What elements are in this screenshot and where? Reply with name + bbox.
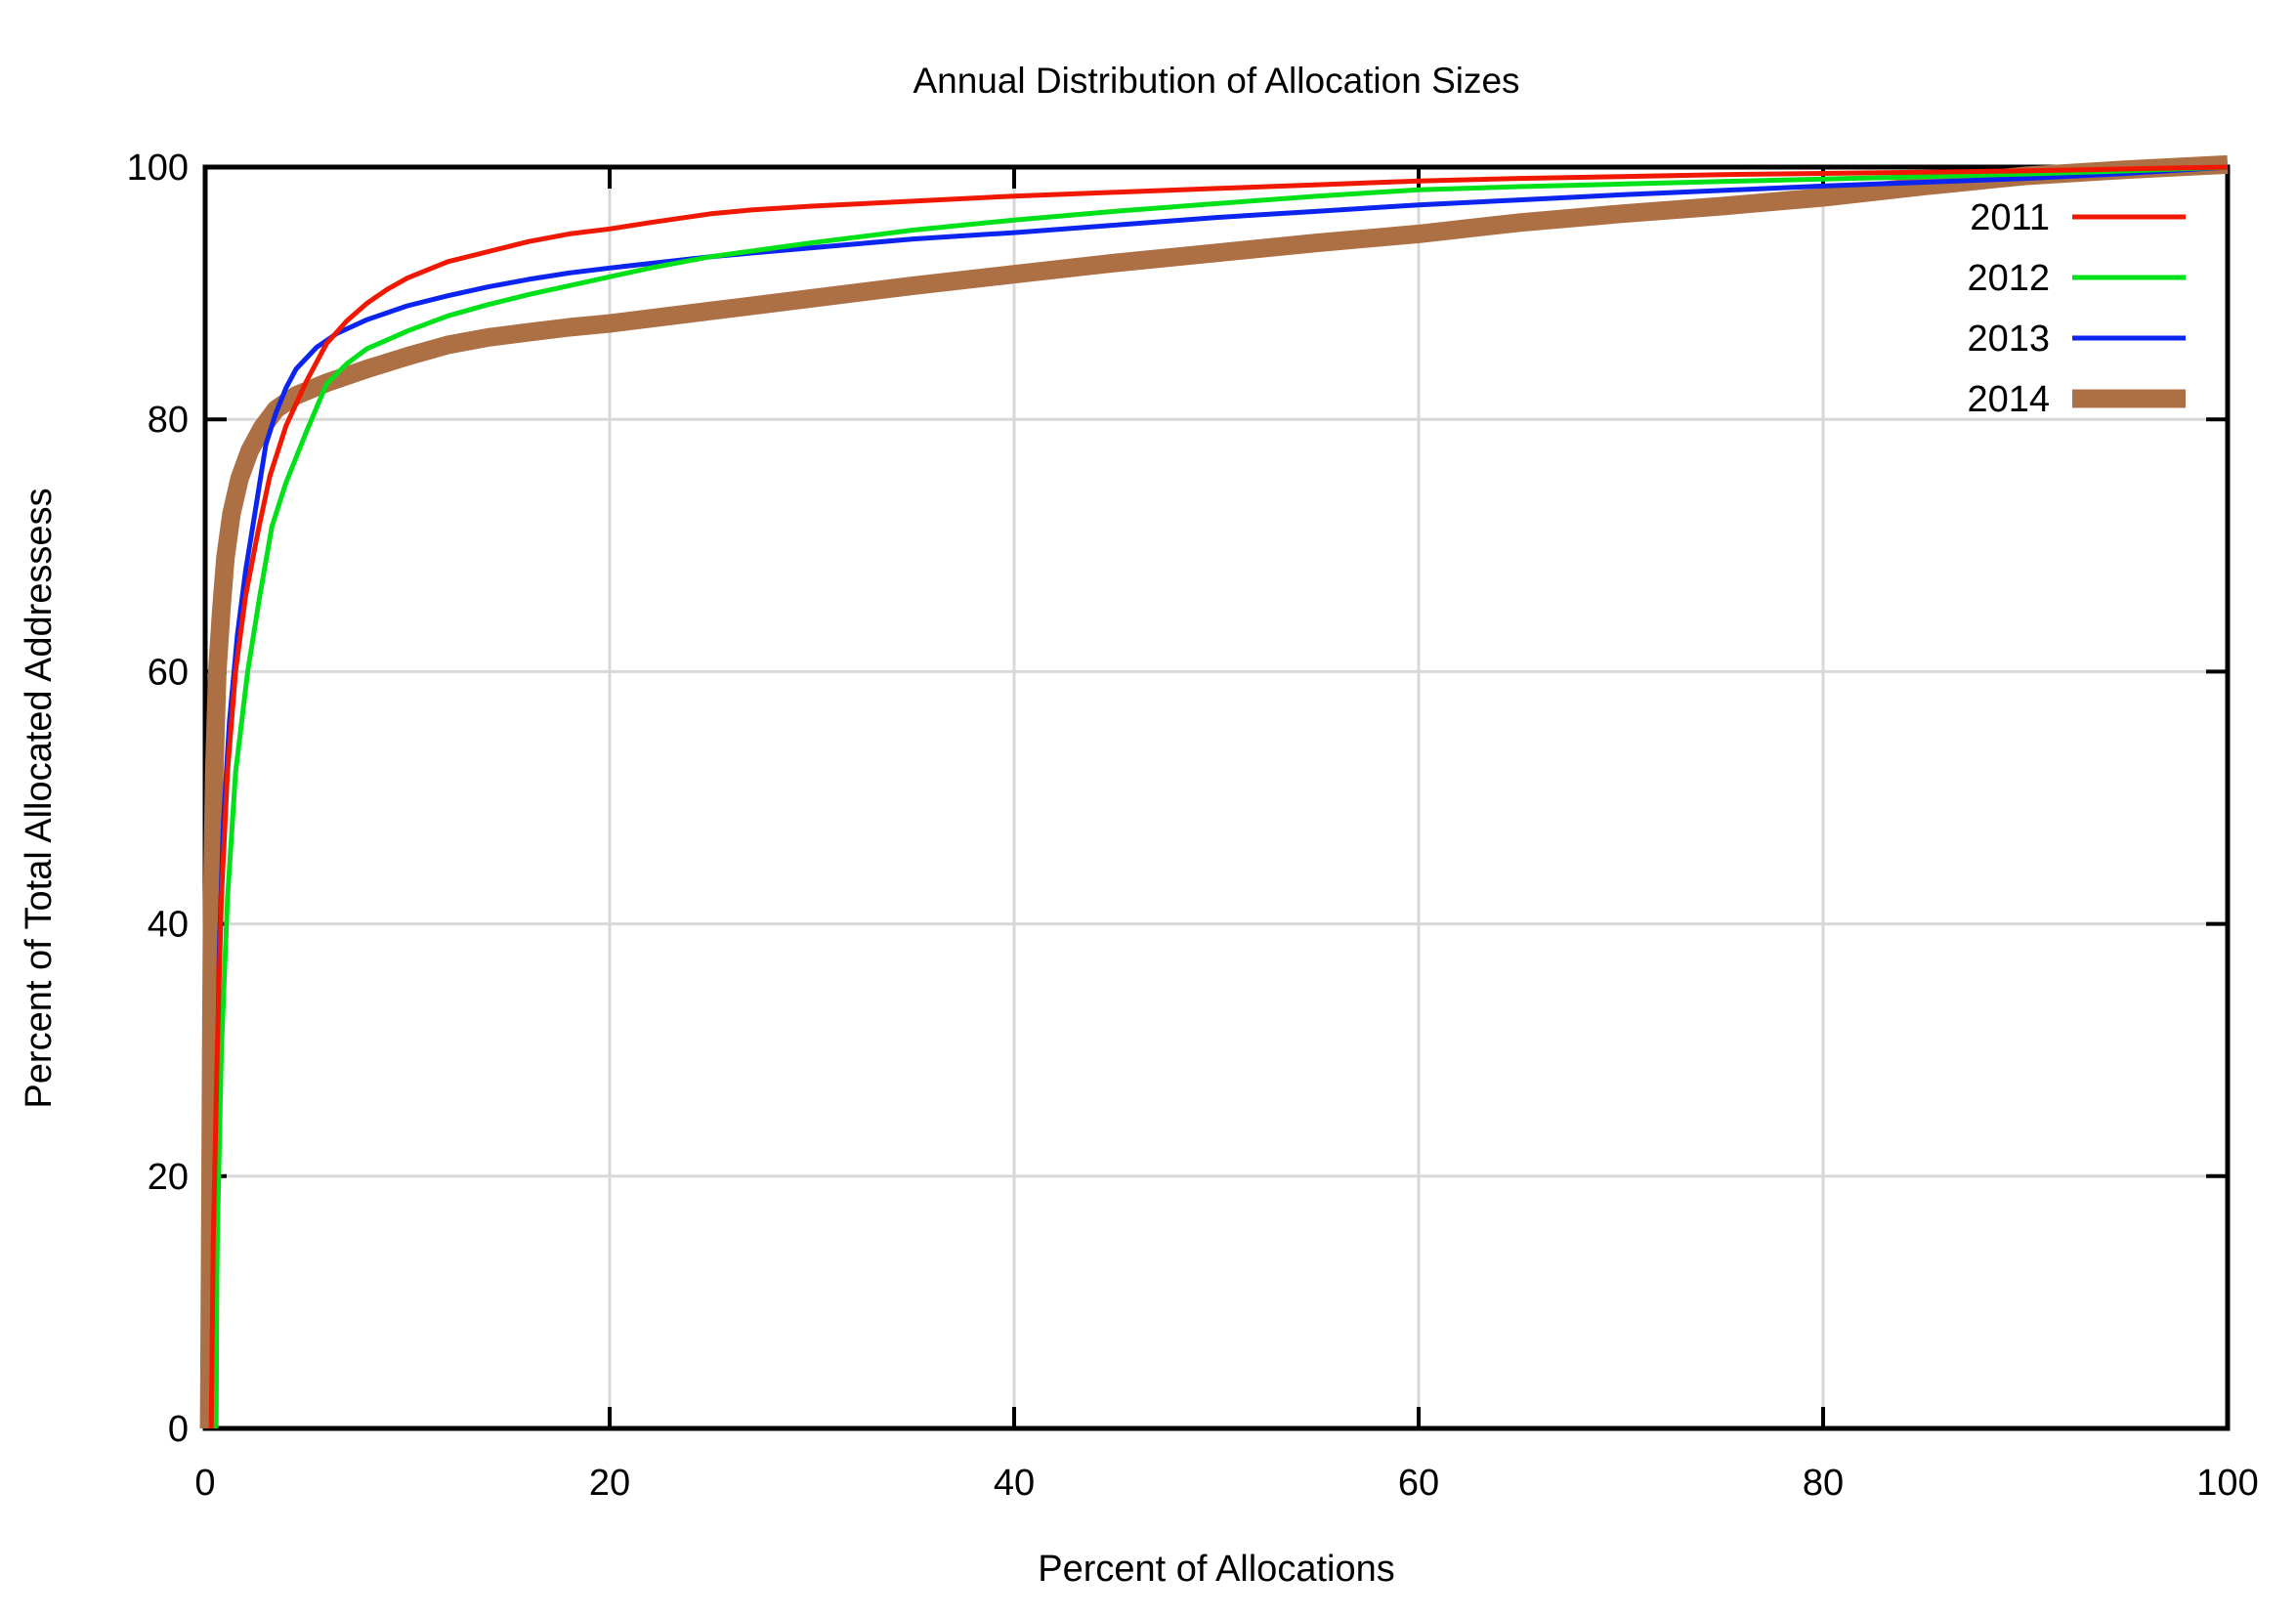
legend-label-2013: 2013 — [1967, 319, 2050, 360]
legend-label-2011: 2011 — [1970, 197, 2050, 238]
gridlines — [205, 167, 2228, 1428]
series-line-2011 — [208, 164, 2229, 1429]
x-tick-label-0: 0 — [194, 1463, 215, 1504]
legend: 2011 2012 2013 2014 — [1967, 197, 2186, 420]
axis-ticks — [203, 165, 2230, 1430]
x-tick-label-60: 60 — [1398, 1463, 1439, 1504]
chart-title: Annual Distribution of Allocation Sizes — [913, 61, 1519, 101]
y-axis-label: Percent of Total Allocated Addressess — [19, 488, 60, 1108]
x-axis-label: Percent of Allocations — [1038, 1549, 1394, 1590]
y-tick-label-80: 80 — [148, 400, 189, 441]
y-tick-label-40: 40 — [148, 905, 189, 946]
series-lines — [199, 154, 2229, 1429]
x-tick-label-100: 100 — [2196, 1463, 2258, 1504]
x-tick-label-20: 20 — [589, 1463, 630, 1504]
y-tick-labels: 0 20 40 60 80 100 — [127, 148, 189, 1450]
y-tick-label-60: 60 — [148, 652, 189, 693]
x-tick-label-40: 40 — [994, 1463, 1035, 1504]
y-tick-label-100: 100 — [127, 148, 189, 189]
series-line-2014 — [199, 154, 2229, 1429]
series-line-2013 — [210, 164, 2229, 1429]
legend-label-2014: 2014 — [1967, 379, 2050, 420]
legend-label-2012: 2012 — [1967, 258, 2050, 299]
y-tick-label-0: 0 — [168, 1409, 189, 1450]
x-tick-label-80: 80 — [1803, 1463, 1844, 1504]
y-tick-label-20: 20 — [148, 1157, 189, 1198]
plot-border — [202, 164, 2231, 1431]
x-tick-labels: 0 20 40 60 80 100 — [194, 1463, 2258, 1504]
series-line-2012 — [212, 164, 2229, 1429]
